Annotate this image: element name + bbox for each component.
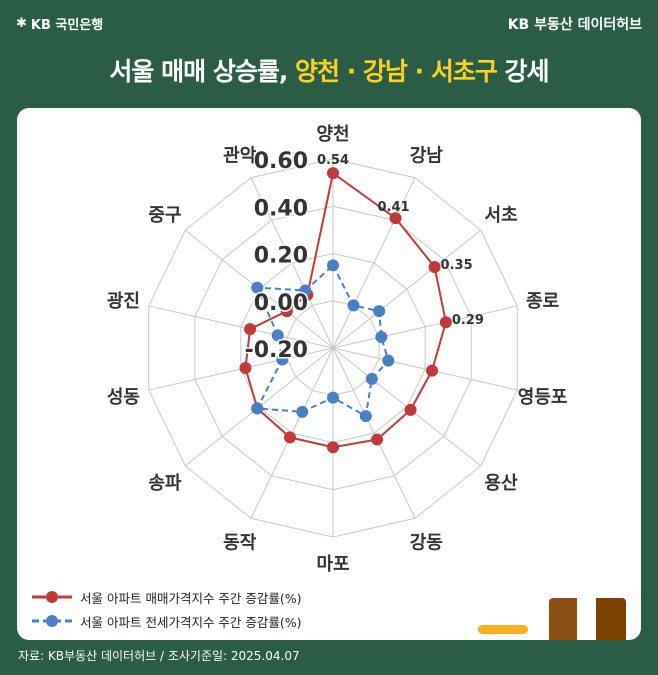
tick-label: 0.20: [254, 244, 308, 269]
data-point-0: [389, 212, 402, 225]
data-point-1: [347, 299, 360, 312]
data-point-1: [327, 391, 339, 404]
data-point-0: [327, 167, 339, 180]
legend-sale-marker: [32, 591, 72, 603]
data-point-0: [426, 364, 439, 377]
grid-spoke: [332, 347, 416, 519]
category-label: 서초: [485, 205, 518, 226]
kb-star-icon: ✱: [16, 16, 27, 31]
legend-item-jeonse: 서울 아파트 전세가격지수 주간 증감률(%): [30, 609, 302, 633]
tick-label: 0.00: [254, 291, 308, 316]
data-point-0: [428, 260, 441, 273]
data-point-0: [327, 441, 339, 454]
data-label: 0.41: [377, 200, 409, 215]
category-label: 강동: [410, 533, 443, 554]
data-point-1: [299, 284, 312, 297]
decoration-book-right: [596, 598, 626, 640]
data-point-1: [375, 330, 388, 343]
category-label: 성동: [107, 387, 140, 408]
data-point-1: [251, 402, 264, 415]
category-label: 양천: [316, 124, 349, 145]
category-label: 중구: [148, 205, 181, 226]
legend: 서울 아파트 매매가격지수 주간 증감률(%) 서울 아파트 전세가격지수 주간…: [30, 585, 302, 633]
category-label: 용산: [485, 473, 519, 494]
data-point-1: [327, 259, 339, 272]
category-label: 마포: [316, 554, 349, 575]
data-point-1: [296, 405, 309, 418]
data-point-1: [271, 329, 284, 342]
category-label: 종로: [526, 291, 559, 312]
data-point-1: [276, 353, 289, 366]
tick-label: 0.40: [254, 196, 308, 221]
category-label: 동작: [223, 533, 257, 554]
grid-spoke: [148, 305, 334, 349]
category-label: 송파: [148, 473, 182, 494]
data-point-1: [359, 410, 372, 423]
decoration-pencil: [478, 625, 528, 634]
tick-label: -0.20: [245, 338, 308, 363]
grid-spoke: [332, 305, 518, 349]
data-point-1: [365, 372, 378, 385]
data-point-1: [373, 305, 386, 318]
grid-spoke: [332, 347, 518, 391]
data-label: 0.35: [441, 258, 473, 273]
legend-jeonse-marker: [32, 615, 72, 627]
decoration-book-left: [549, 598, 577, 640]
category-label: 관악: [223, 145, 257, 166]
category-label: 강남: [410, 145, 444, 166]
data-point-0: [404, 403, 417, 416]
source-footer: 자료: KB부동산 데이터허브 / 조사기준일: 2025.04.07: [18, 649, 300, 663]
data-point-1: [382, 354, 395, 367]
page-title: 서울 매매 상승률, 양천 · 강남 · 서초구 강세: [109, 57, 549, 86]
data-point-0: [283, 431, 296, 444]
data-point-0: [239, 361, 252, 374]
kb-bank-logo: ✱ KB 국민은행: [16, 16, 104, 33]
legend-item-sale: 서울 아파트 매매가격지수 주간 증감률(%): [30, 585, 302, 609]
category-label: 영등포: [518, 387, 568, 408]
data-point-0: [280, 305, 293, 318]
data-hub-label: KB 부동산 데이터허브: [507, 17, 642, 33]
category-label: 광진: [107, 291, 140, 312]
grid-spoke: [250, 177, 334, 349]
grid-spoke: [332, 177, 416, 349]
tick-label: 0.60: [254, 149, 308, 174]
data-point-0: [439, 316, 452, 329]
data-label: 0.29: [452, 313, 484, 328]
data-label: 0.54: [317, 153, 349, 168]
data-point-0: [244, 323, 257, 336]
grid-spoke: [332, 229, 482, 349]
data-point-1: [251, 281, 264, 294]
data-point-0: [371, 433, 384, 446]
